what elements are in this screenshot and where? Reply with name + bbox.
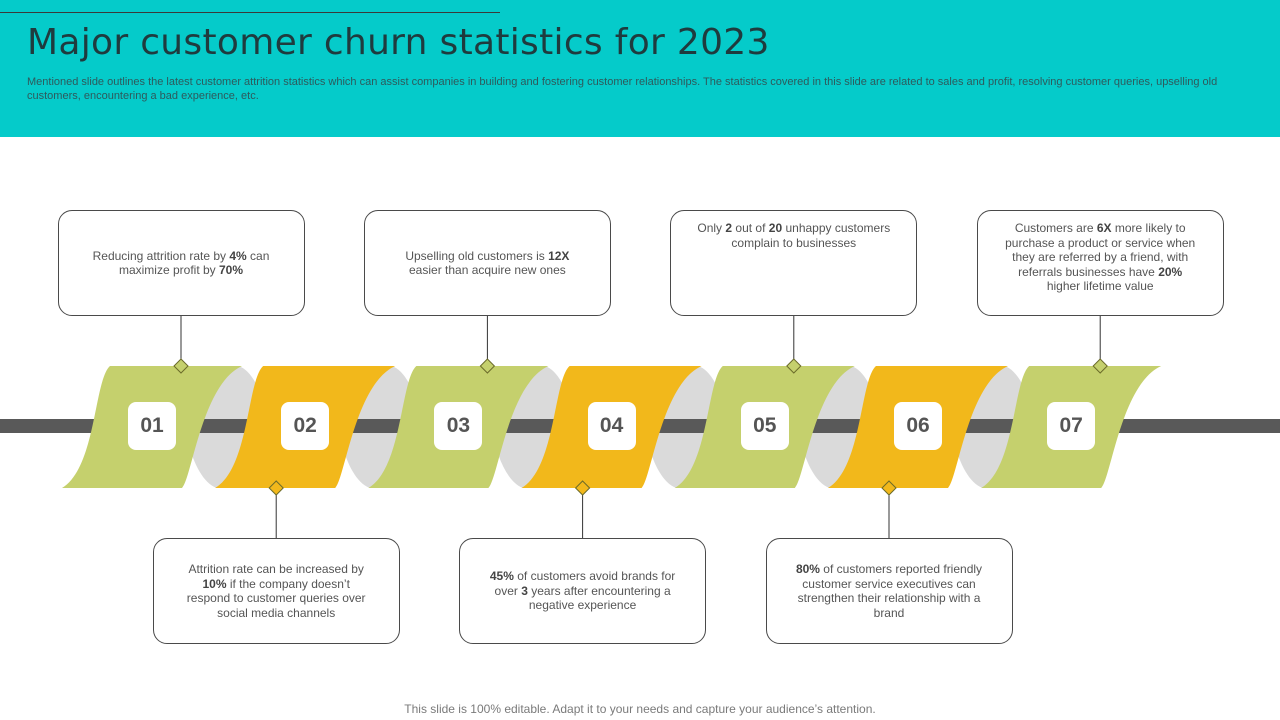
callout-highlight: 70% (219, 263, 244, 277)
callout-text-part: higher lifetime value (1046, 279, 1154, 293)
axis-segment (658, 419, 717, 433)
callout-text: Reducing attrition rate by 4% can maximi… (85, 249, 278, 278)
slide-footer: This slide is 100% editable. Adapt it to… (404, 702, 876, 716)
callout-highlight: 10% (202, 576, 227, 591)
callout-text: 80% of customers reported friendly custo… (793, 562, 986, 620)
callout-text-part: if the company doesn’t respond to custom… (186, 576, 366, 620)
step-number-05: 05 (740, 402, 789, 450)
callout-text-part: of customers reported friendly customer … (797, 562, 983, 620)
callout-text: 45% of customers avoid brands for over 3… (486, 569, 679, 613)
callout-text-part: Attrition rate can be increased by (188, 562, 364, 576)
header-banner: Major customer churn statistics for 2023… (0, 0, 1280, 137)
connector-diamond (1092, 358, 1108, 374)
connector-diamond (574, 480, 591, 496)
step-number-06: 06 (894, 402, 942, 450)
step-number-04: 04 (587, 402, 636, 450)
callout-box-01: Reducing attrition rate by 4% can maximi… (57, 210, 305, 316)
connector-diamond (479, 358, 496, 374)
callout-text-part: Customers are (1014, 221, 1097, 235)
step-number-03: 03 (434, 402, 483, 450)
step-number-01: 01 (128, 402, 176, 450)
slide-subtitle: Mentioned slide outlines the latest cust… (27, 76, 1218, 102)
axis-segment (505, 419, 563, 433)
callout-text-part: Upselling old customers is (405, 248, 549, 263)
callout-text-part: of customers avoid brands for over (494, 569, 676, 598)
callout-highlight: 20% (1158, 264, 1183, 279)
callout-highlight: 20 (768, 221, 783, 235)
callout-highlight: 6X (1096, 221, 1112, 235)
callout-box-07: Customers are 6X more likely to purchase… (976, 210, 1224, 316)
callout-box-03: Upselling old customers is 12X easier th… (363, 210, 611, 316)
callout-highlight: 3 (521, 583, 528, 598)
connector-diamond (881, 480, 897, 496)
callout-highlight: 4% (229, 248, 247, 263)
connector-diamond (268, 480, 284, 496)
connector-diamond (786, 358, 802, 374)
step-number-07: 07 (1047, 402, 1096, 450)
callout-text-part: can maximize profit by (118, 248, 270, 278)
axis-segment (811, 419, 870, 433)
axis-segment (964, 419, 1023, 433)
slide-title: Major customer churn statistics for 2023 (27, 22, 770, 63)
connector-diamond (173, 358, 189, 374)
axis-segment (198, 419, 257, 433)
callout-highlight: 45% (489, 569, 514, 584)
callout-text-part: easier than acquire new ones (409, 263, 566, 277)
callout-text-part: years after encountering a negative expe… (527, 583, 671, 613)
callout-box-04: 45% of customers avoid brands for over 3… (459, 538, 707, 644)
callout-text: Customers are 6X more likely to purchase… (1004, 221, 1197, 294)
callout-box-02: Attrition rate can be increased by 10% i… (152, 538, 400, 644)
callout-text: Attrition rate can be increased by 10% i… (180, 562, 373, 620)
axis-segment (351, 419, 410, 433)
callout-text-part: out of (732, 221, 769, 235)
callout-text-part: Reducing attrition rate by (92, 248, 230, 263)
callout-highlight: 80% (795, 562, 820, 576)
callout-text: Only 2 out of 20 unhappy customers compl… (697, 221, 890, 250)
callout-text-part: Only (697, 221, 726, 235)
callout-text-part: more likely to purchase a product or ser… (1005, 221, 1196, 279)
callout-box-05: Only 2 out of 20 unhappy customers compl… (670, 210, 918, 316)
callout-text: Upselling old customers is 12X easier th… (391, 249, 584, 278)
callout-text-part: unhappy customers complain to businesses (731, 221, 891, 250)
header-rule (0, 12, 500, 13)
callout-box-06: 80% of customers reported friendly custo… (765, 538, 1013, 644)
step-number-02: 02 (281, 402, 330, 450)
callout-highlight: 12X (548, 248, 570, 263)
callout-highlight: 2 (725, 221, 733, 235)
